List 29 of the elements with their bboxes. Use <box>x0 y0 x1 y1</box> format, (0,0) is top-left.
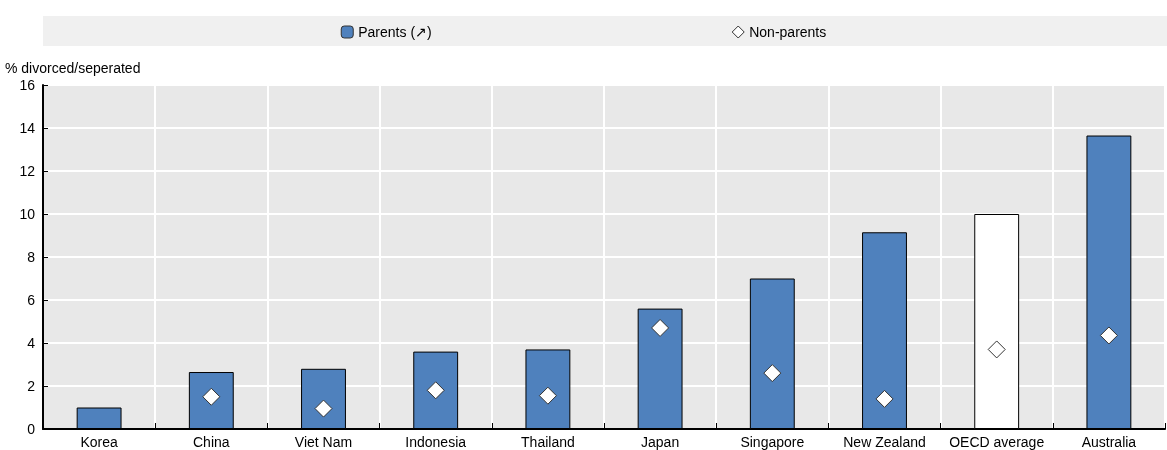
x-tick-label: Singapore <box>740 434 805 450</box>
y-axis-title: % divorced/seperated <box>5 60 141 76</box>
point <box>875 389 894 408</box>
x-tick-label: Indonesia <box>405 434 467 450</box>
point <box>763 364 782 383</box>
y-tick-label: 12 <box>19 163 36 179</box>
x-tick-label: OECD average <box>949 434 1045 450</box>
y-tick-label: 0 <box>27 421 36 437</box>
x-tick-label: Japan <box>641 434 680 450</box>
y-tick-label: 10 <box>19 206 36 222</box>
point <box>538 386 557 405</box>
x-tick-label: Australia <box>1081 434 1137 450</box>
point <box>426 381 445 400</box>
x-tick-label: New Zealand <box>843 434 926 450</box>
legend-label: Parents (↗) <box>358 24 432 40</box>
x-tick-label: Viet Nam <box>294 434 353 450</box>
y-tick-label: 2 <box>27 378 36 394</box>
legend-label: Non-parents <box>749 24 827 40</box>
y-tick-label: 4 <box>27 335 36 351</box>
y-tick-label: 16 <box>19 77 36 93</box>
y-tick-label: 8 <box>27 249 36 265</box>
x-tick-label: Thailand <box>521 434 575 450</box>
y-tick-label: 6 <box>27 292 36 308</box>
x-tick-label: Korea <box>80 434 118 450</box>
y-tick-label: 14 <box>19 120 36 136</box>
point <box>1099 326 1118 345</box>
x-tick-label: China <box>193 434 230 450</box>
point <box>314 399 333 418</box>
point <box>651 318 670 337</box>
